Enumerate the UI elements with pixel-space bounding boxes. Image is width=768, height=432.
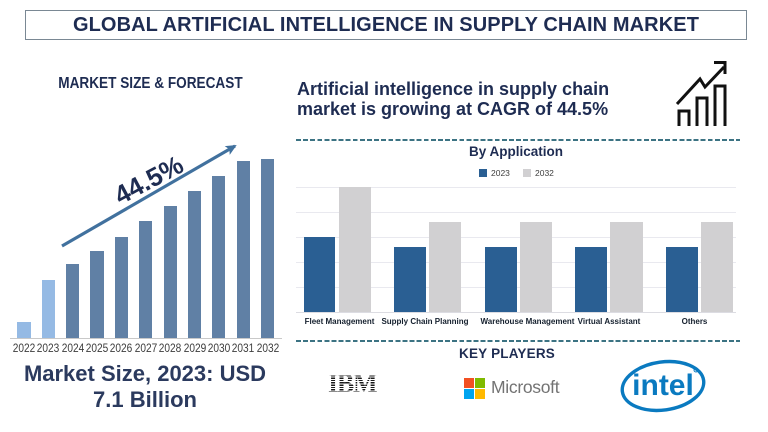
svg-text:intel: intel xyxy=(632,369,694,402)
